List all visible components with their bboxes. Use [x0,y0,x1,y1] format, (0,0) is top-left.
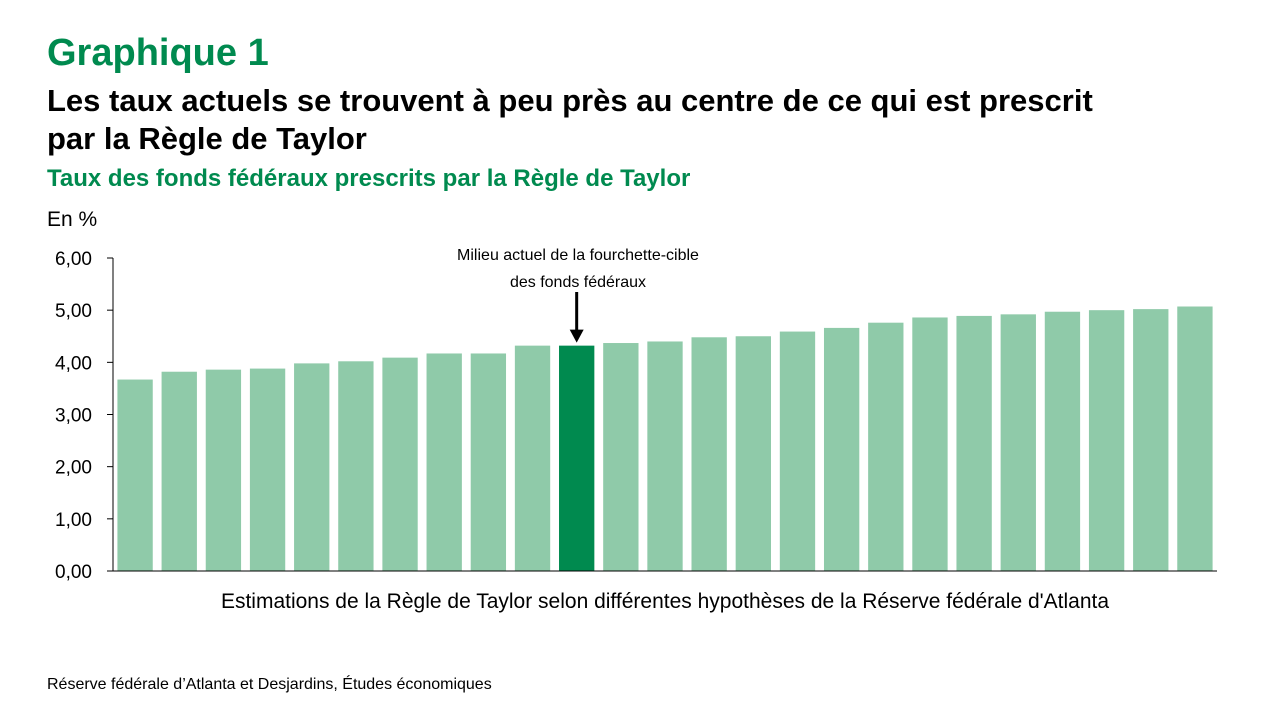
bar [1133,309,1169,571]
chart-title: Les taux actuels se trouvent à peu près … [47,82,1093,158]
x-axis-label: Estimations de la Règle de Taylor selon … [221,590,1109,613]
annotation-arrow-head [569,329,584,343]
y-axis: 0,00 1,00 2,00 3,00 4,00 5,00 6,00 [55,249,1217,583]
bar [294,363,330,571]
bar [956,315,992,571]
bar [691,337,727,571]
bar [382,357,418,571]
annotation-line-2: des fonds fédéraux [510,274,646,291]
bar [205,369,242,571]
bar [779,331,816,571]
bar-highlighted [559,345,595,571]
chart-title-line-2: par la Règle de Taylor [47,121,367,156]
bar [117,379,153,571]
bar [603,343,639,571]
bar [647,341,683,571]
annotation-line-1: Milieu actuel de la fourchette-cible [457,247,699,264]
y-tick-label: 3,00 [55,406,92,427]
bar [735,336,771,571]
bar [1177,306,1213,571]
annotation-group: Milieu actuel de la fourchette-cible des … [457,247,699,343]
y-tick-label: 6,00 [55,249,92,270]
bar [1000,314,1036,571]
y-tick-label: 5,00 [55,301,92,322]
chart-title-line-1: Les taux actuels se trouvent à peu près … [47,83,1093,118]
bar [868,322,904,571]
bar [249,368,286,571]
bar [514,345,551,571]
y-tick-label: 2,00 [55,458,92,479]
y-tick-label: 4,00 [55,353,92,374]
bar [470,353,507,571]
bar [338,361,374,571]
y-tick-label: 1,00 [55,510,92,531]
source-note: Réserve fédérale d’Atlanta et Desjardins… [47,676,492,693]
y-axis-unit-label: En % [47,208,98,231]
bar [1088,310,1125,571]
chart-subtitle: Taux des fonds fédéraux prescrits par la… [47,165,691,192]
y-tick-label: 0,00 [55,562,92,583]
bar [426,353,462,571]
bar [823,327,860,571]
chart-label: Graphique 1 [47,32,269,74]
bar [912,317,948,571]
bars-group [117,306,1213,571]
bar [161,371,197,571]
bar [1044,311,1081,571]
